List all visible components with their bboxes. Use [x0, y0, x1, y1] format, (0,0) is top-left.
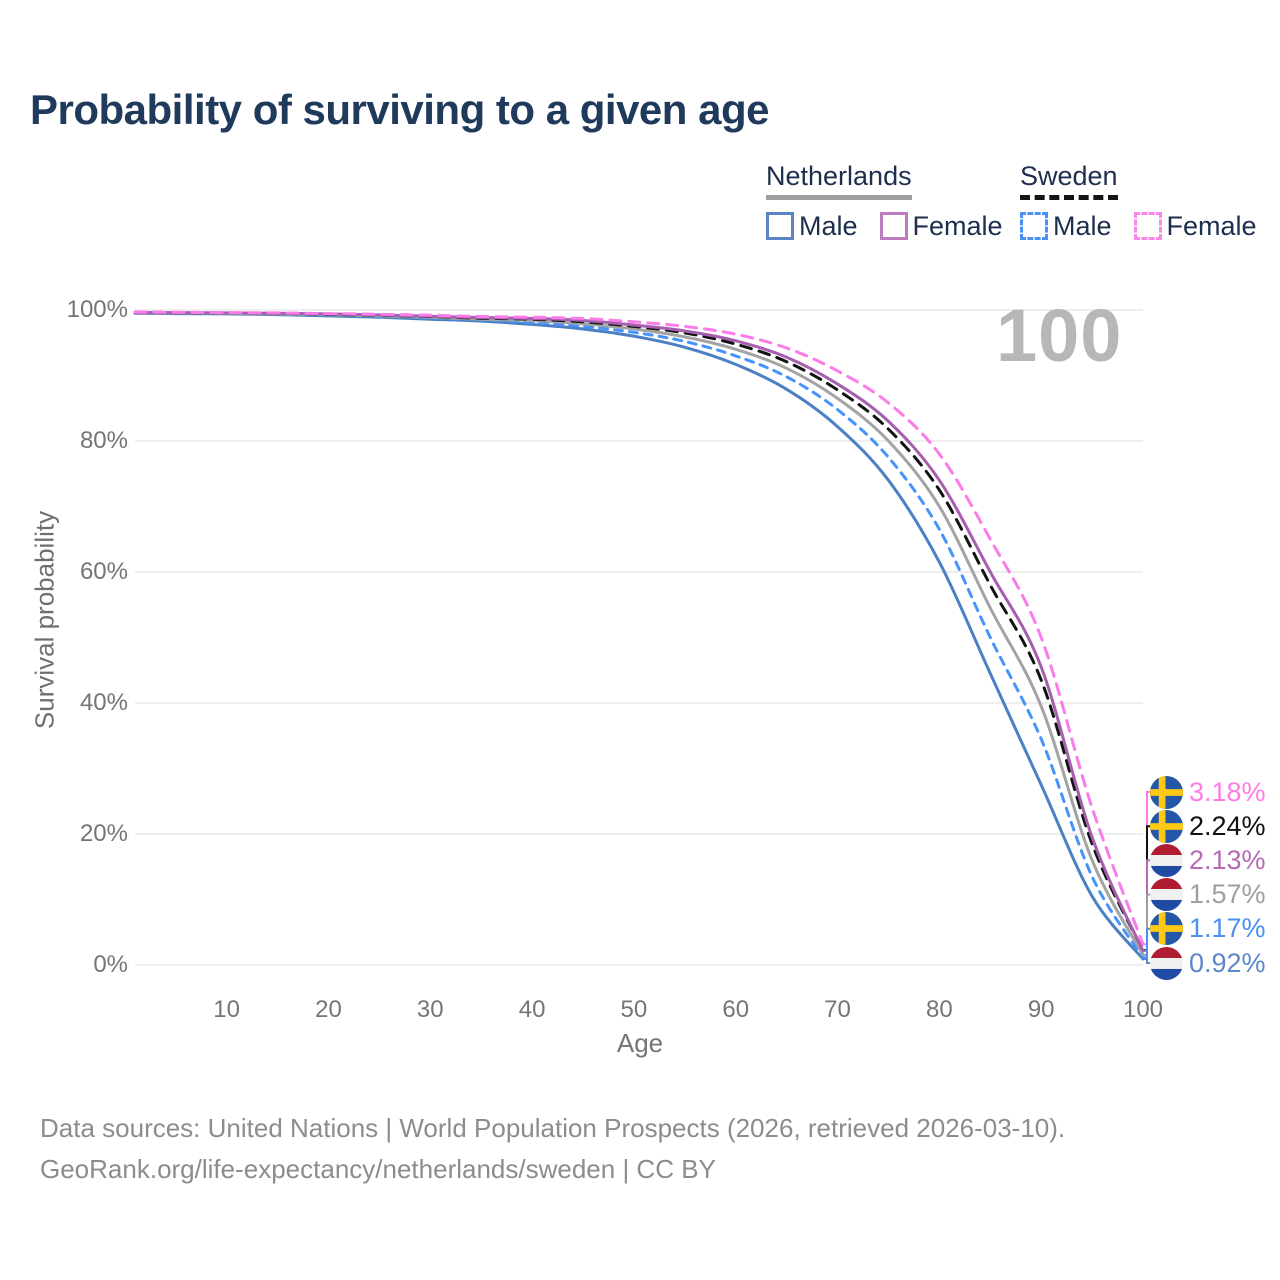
- footer: Data sources: United Nations | World Pop…: [40, 1108, 1065, 1190]
- x-tick-label: 80: [926, 996, 953, 1023]
- y-tick-label: 60%: [79, 558, 128, 585]
- legend-group-netherlands: Netherlands Male Female: [766, 161, 1003, 242]
- x-tick-label: 20: [315, 996, 342, 1023]
- legend-label: Male: [799, 210, 858, 241]
- legend-item-netherlands-female[interactable]: Female: [879, 210, 1003, 242]
- series-line-sweden[interactable]: [133, 310, 1145, 952]
- x-tick-label: 10: [213, 996, 240, 1023]
- legend-country-netherlands[interactable]: Netherlands: [766, 161, 912, 200]
- x-tick-label: 30: [416, 996, 444, 1023]
- legend-label: Female: [912, 210, 1003, 241]
- end-label-value: 2.24%: [1189, 810, 1266, 841]
- end-label-sweden-female: 3.18%: [1150, 775, 1266, 809]
- end-label-netherlands: 1.57%: [1150, 878, 1266, 912]
- netherlands-flag-icon: [1150, 878, 1183, 912]
- sweden-flag-icon: [1150, 912, 1183, 946]
- end-label-value: 2.13%: [1189, 844, 1266, 875]
- end-label-value: 1.57%: [1189, 879, 1266, 910]
- netherlands-female-swatch-icon: [879, 212, 908, 241]
- series-line-sweden-female[interactable]: [133, 310, 1145, 946]
- x-axis-title: Age: [616, 1028, 664, 1058]
- legend-group-sweden: Sweden Male Female: [1020, 161, 1257, 242]
- netherlands-flag-icon: [1150, 843, 1183, 877]
- end-label-netherlands-male: 0.92%: [1150, 946, 1266, 980]
- page-title: Probability of surviving to a given age: [30, 86, 769, 133]
- sweden-male-swatch-icon: [1020, 212, 1048, 241]
- sweden-female-swatch-icon: [1133, 212, 1162, 241]
- y-tick-label: 0%: [93, 951, 128, 978]
- legend-item-netherlands-male[interactable]: Male: [766, 211, 858, 242]
- footer-data-sources: Data sources: United Nations | World Pop…: [40, 1113, 1066, 1143]
- end-label-connector: [1144, 927, 1151, 959]
- end-label-connector: [1144, 958, 1151, 964]
- y-tick-label: 40%: [79, 689, 128, 716]
- legend-country-sweden[interactable]: Sweden: [1020, 161, 1118, 200]
- age-watermark: 100: [996, 294, 1123, 377]
- legend-item-sweden-male[interactable]: Male: [1020, 211, 1112, 242]
- x-tick-label: 50: [620, 996, 648, 1023]
- y-axis-title: Survival probability: [29, 510, 60, 730]
- netherlands-flag-icon: [1150, 946, 1183, 980]
- end-label-netherlands-female: 2.13%: [1150, 843, 1266, 877]
- legend-label: Male: [1053, 210, 1112, 241]
- x-tick-label: 90: [1027, 996, 1055, 1023]
- sweden-flag-icon: [1150, 809, 1183, 843]
- end-label-connector: [1144, 893, 1151, 956]
- x-tick-label: 100: [1122, 996, 1164, 1023]
- end-label-value: 3.18%: [1189, 776, 1266, 807]
- y-tick-label: 20%: [79, 820, 128, 847]
- netherlands-male-swatch-icon: [766, 212, 794, 241]
- series-line-netherlands-male[interactable]: [133, 311, 1145, 961]
- series-line-netherlands-female[interactable]: [133, 311, 1145, 953]
- end-label-sweden-male: 1.17%: [1150, 912, 1266, 946]
- series-line-netherlands[interactable]: [133, 311, 1145, 957]
- y-tick-label: 100%: [66, 296, 128, 323]
- legend-label: Female: [1166, 210, 1257, 241]
- footer-attribution: GeoRank.org/life-expectancy/netherlands/…: [40, 1154, 716, 1184]
- end-label-value: 0.92%: [1189, 947, 1266, 978]
- x-tick-label: 60: [722, 996, 750, 1023]
- y-tick-label: 80%: [79, 427, 128, 454]
- x-tick-label: 40: [518, 996, 546, 1023]
- sweden-flag-icon: [1150, 775, 1183, 809]
- x-tick-label: 70: [824, 996, 851, 1023]
- end-label-value: 1.17%: [1189, 913, 1266, 944]
- legend-item-sweden-female[interactable]: Female: [1133, 210, 1257, 242]
- end-label-sweden: 2.24%: [1150, 809, 1266, 843]
- series-line-sweden-male[interactable]: [133, 311, 1145, 959]
